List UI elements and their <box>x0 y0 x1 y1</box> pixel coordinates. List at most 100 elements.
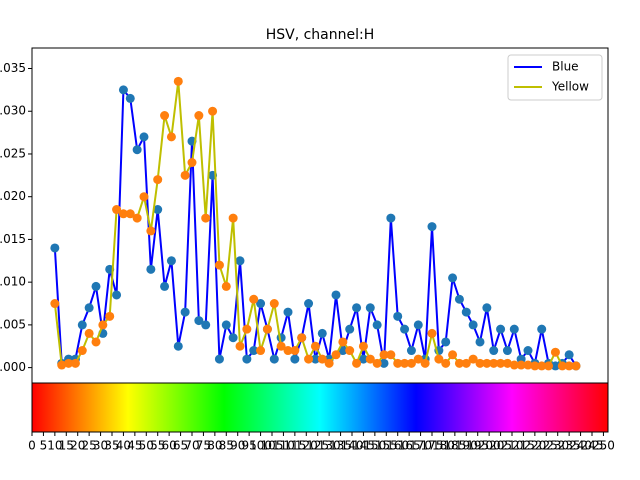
data-point <box>139 132 149 142</box>
data-point <box>160 281 170 291</box>
data-point <box>228 213 238 223</box>
x-tick-label: 35 <box>104 439 119 453</box>
data-point <box>523 360 533 370</box>
x-tick-label: 165 <box>398 439 421 453</box>
x-tick-label: 215 <box>512 439 535 453</box>
data-point <box>530 361 540 371</box>
data-point <box>105 311 115 321</box>
data-point <box>365 303 375 313</box>
data-point <box>310 354 320 364</box>
x-tick-label: 105 <box>261 439 284 453</box>
data-point <box>475 337 485 347</box>
data-point <box>523 346 533 356</box>
data-point <box>125 93 135 103</box>
data-point <box>489 358 499 368</box>
x-tick-label: 155 <box>375 439 398 453</box>
x-tick-label: 160 <box>386 439 409 453</box>
data-point <box>427 328 437 338</box>
x-tick-label: 95 <box>242 439 257 453</box>
data-point <box>324 358 334 368</box>
data-point <box>173 341 183 351</box>
data-point <box>235 341 245 351</box>
data-point <box>509 360 519 370</box>
hue-frame <box>31 382 609 433</box>
x-tick-label: 190 <box>455 439 478 453</box>
x-tick-label: 205 <box>489 439 512 453</box>
x-tick-label: 90 <box>230 439 245 453</box>
x-tick-label: 210 <box>501 439 524 453</box>
data-point <box>571 361 581 371</box>
data-point <box>283 307 293 317</box>
data-point <box>262 324 272 334</box>
hue-bar <box>32 383 608 432</box>
data-point <box>317 354 327 364</box>
x-tick-label: 0 <box>28 439 36 453</box>
data-point <box>214 260 224 270</box>
x-tick-label: 30 <box>93 439 108 453</box>
x-tick-label: 145 <box>352 439 375 453</box>
data-point <box>550 347 560 357</box>
data-point <box>208 106 218 116</box>
x-tick-label: 195 <box>466 439 489 453</box>
data-point <box>77 320 87 330</box>
x-tick-label: 170 <box>409 439 432 453</box>
data-point <box>214 354 224 364</box>
x-tick-label: 240 <box>569 439 592 453</box>
x-tick-label: 40 <box>116 439 131 453</box>
data-point <box>84 328 94 338</box>
x-tick-label: 115 <box>283 439 306 453</box>
x-tick-label: 110 <box>272 439 295 453</box>
data-point <box>393 311 403 321</box>
data-point <box>235 256 245 266</box>
y-tick-label: 0.035 <box>0 61 26 75</box>
data-point <box>550 361 560 371</box>
data-point <box>132 213 142 223</box>
data-point <box>310 341 320 351</box>
data-point <box>482 358 492 368</box>
chart-title: HSV, channel:H <box>266 27 375 43</box>
data-point <box>125 209 135 219</box>
data-point <box>146 264 156 274</box>
x-tick-label: 135 <box>329 439 352 453</box>
data-point <box>413 354 423 364</box>
data-point <box>509 324 519 334</box>
data-point <box>352 303 362 313</box>
data-point <box>413 320 423 330</box>
data-point <box>441 358 451 368</box>
x-tick-label: 200 <box>478 439 501 453</box>
data-point <box>228 333 238 343</box>
data-point <box>139 192 149 202</box>
data-point <box>516 360 526 370</box>
x-tick-label: 85 <box>219 439 234 453</box>
x-tick-label: 55 <box>150 439 165 453</box>
data-point <box>557 361 567 371</box>
x-tick-label: 20 <box>70 439 85 453</box>
data-point <box>57 360 67 370</box>
data-point <box>365 354 375 364</box>
data-point <box>50 299 60 309</box>
data-point <box>441 337 451 347</box>
data-point <box>242 324 252 334</box>
x-tick-label: 65 <box>173 439 188 453</box>
data-point <box>221 320 231 330</box>
x-tick-label: 185 <box>443 439 466 453</box>
data-point <box>454 358 464 368</box>
data-point <box>256 299 266 309</box>
data-point <box>84 303 94 313</box>
data-point <box>77 346 87 356</box>
data-point <box>434 354 444 364</box>
x-tick-label: 250 <box>592 439 615 453</box>
data-point <box>180 307 190 317</box>
data-point <box>345 324 355 334</box>
data-point <box>461 307 471 317</box>
data-point <box>331 290 341 300</box>
data-point <box>304 299 314 309</box>
data-point <box>537 324 547 334</box>
data-point <box>406 358 416 368</box>
data-point <box>400 358 410 368</box>
x-tick-label: 150 <box>363 439 386 453</box>
x-tick-label: 140 <box>341 439 364 453</box>
data-point <box>502 346 512 356</box>
data-point <box>221 281 231 291</box>
data-point <box>290 354 300 364</box>
